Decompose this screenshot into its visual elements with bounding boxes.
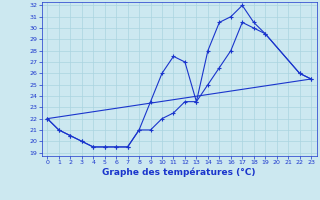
X-axis label: Graphe des températures (°C): Graphe des températures (°C) — [102, 168, 256, 177]
